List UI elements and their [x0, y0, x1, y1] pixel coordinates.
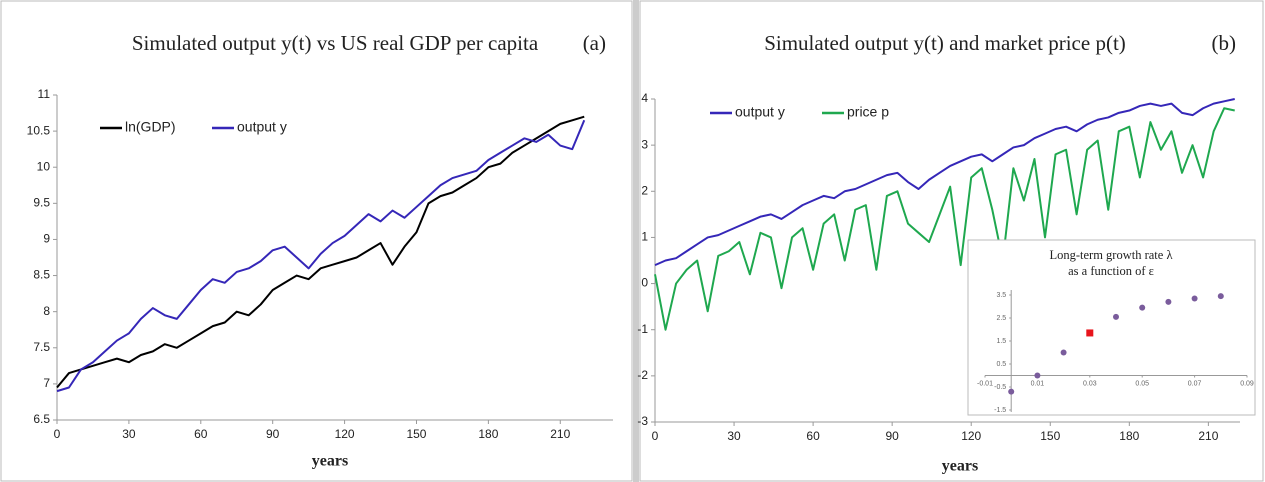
y-tick-label: 11	[38, 87, 51, 101]
y-tick-label: -1.5	[994, 407, 1006, 414]
x-tick-label: 0.01	[1031, 380, 1045, 387]
x-tick-label: -0.01	[977, 380, 993, 387]
panel-label: (a)	[583, 31, 606, 55]
point	[1139, 304, 1146, 311]
point	[1113, 313, 1119, 320]
point	[1086, 329, 1094, 337]
y-tick-label: -0.5	[994, 384, 1006, 391]
inset-title: as a function of ε	[1068, 264, 1154, 278]
y-tick-label: -2	[637, 368, 648, 382]
x-tick-label: 150	[1040, 429, 1060, 443]
legend-label: output y	[237, 119, 287, 135]
y-tick-label: 0	[641, 276, 648, 290]
x-axis-label: years	[312, 453, 348, 470]
point	[1217, 293, 1224, 300]
y-tick-label: 10.5	[27, 123, 51, 137]
x-tick-label: 120	[961, 429, 981, 443]
y-tick-label: 8.5	[33, 268, 50, 282]
chart-title: Simulated output y(t) and market price p…	[764, 31, 1126, 55]
inset-title: Long-term growth rate λ	[1049, 248, 1172, 262]
x-tick-label: 0	[652, 429, 659, 443]
y-tick-label: -3	[637, 414, 648, 428]
legend-label: ln(GDP)	[125, 119, 176, 135]
point	[1191, 295, 1198, 302]
x-tick-label: 30	[122, 427, 136, 441]
point	[1060, 349, 1067, 356]
x-axis-label: years	[942, 458, 978, 475]
x-tick-label: 0.09	[1240, 380, 1254, 387]
x-tick-label: 0	[54, 427, 61, 441]
point	[1165, 298, 1172, 305]
y-tick-label: 7.5	[33, 340, 50, 354]
x-tick-label: 30	[727, 429, 741, 443]
panel-label: (b)	[1212, 31, 1237, 55]
x-tick-label: 0.03	[1083, 380, 1097, 387]
x-tick-label: 60	[194, 427, 208, 441]
y-tick-label: 2	[641, 183, 648, 197]
y-tick-label: 8	[43, 304, 50, 318]
y-tick-label: 7	[43, 376, 50, 390]
inset-frame	[967, 239, 1256, 416]
series-line	[654, 107, 1235, 331]
x-tick-label: 210	[550, 427, 570, 441]
x-tick-label: 90	[266, 427, 280, 441]
y-tick-label: -1	[637, 322, 648, 336]
y-tick-label: 1.5	[996, 338, 1006, 345]
x-tick-label: 180	[478, 427, 498, 441]
y-tick-label: 1	[641, 230, 648, 244]
x-tick-label: 60	[806, 429, 820, 443]
y-tick-label: 4	[641, 91, 648, 105]
y-tick-label: 10	[37, 159, 51, 173]
chart-title: Simulated output y(t) vs US real GDP per…	[132, 31, 539, 55]
x-tick-label: 180	[1119, 429, 1139, 443]
point	[1008, 388, 1015, 395]
legend-label: price p	[847, 104, 889, 120]
x-tick-label: 90	[885, 429, 899, 443]
y-tick-label: 6.5	[33, 412, 50, 426]
legend-label: output y	[735, 104, 785, 120]
x-tick-label: 0.05	[1135, 380, 1149, 387]
x-tick-label: 210	[1198, 429, 1218, 443]
x-tick-label: 150	[406, 427, 426, 441]
y-tick-label: 9	[43, 232, 50, 246]
divider	[633, 0, 639, 482]
x-tick-label: 120	[335, 427, 355, 441]
y-tick-label: 0.5	[996, 361, 1006, 368]
series-line	[56, 115, 585, 389]
x-tick-label: 0.07	[1188, 380, 1202, 387]
y-tick-label: 3.5	[996, 292, 1006, 299]
y-tick-label: 9.5	[33, 196, 50, 210]
y-tick-label: 3	[641, 137, 648, 151]
y-tick-label: 2.5	[996, 315, 1006, 322]
series-line	[56, 119, 586, 393]
point	[1034, 372, 1041, 379]
panel-frame	[0, 0, 633, 482]
series-line	[654, 98, 1235, 267]
